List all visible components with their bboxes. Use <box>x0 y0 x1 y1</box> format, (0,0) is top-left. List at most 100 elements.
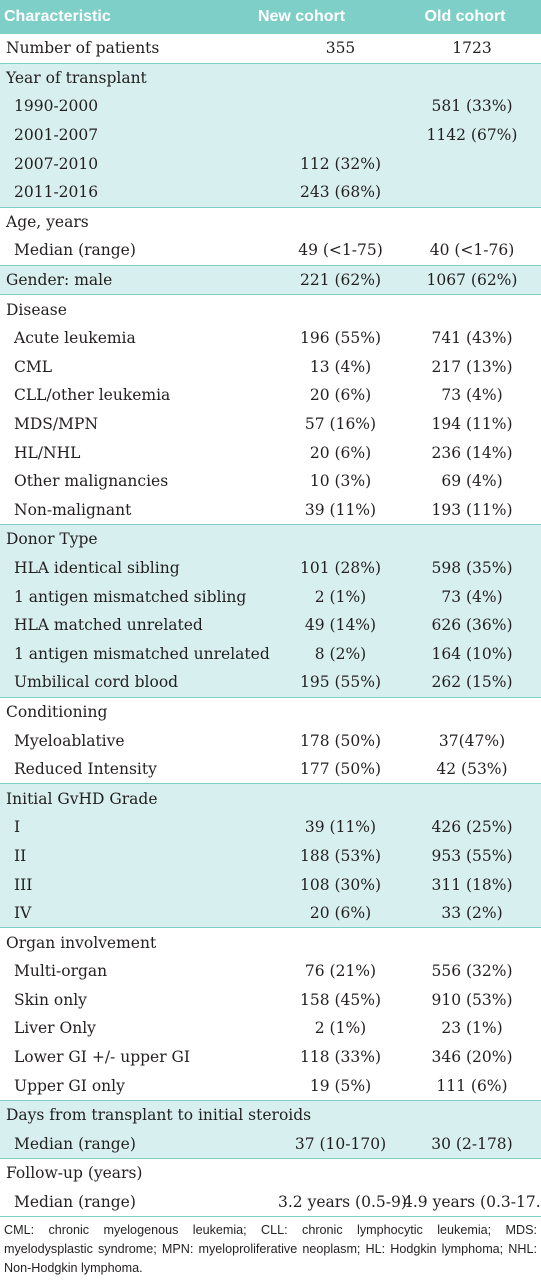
old-cohort-value: 426 (25%) <box>431 818 513 837</box>
table-row: Median (range) 37 (10-170) 30 (2-178) <box>0 1130 541 1159</box>
group-title: Donor Type <box>6 530 98 549</box>
new-cohort-value: 20 (6%) <box>309 443 372 462</box>
row-label: HLA identical sibling <box>14 558 180 577</box>
table-row: Skin only 158 (45%) 910 (53%) <box>0 986 541 1015</box>
row-label: Gender: male <box>6 271 113 290</box>
table-row: HL/NHL 20 (6%) 236 (14%) <box>0 438 541 467</box>
row-label: Median (range) <box>14 1134 136 1153</box>
new-cohort-value: 108 (30%) <box>299 875 382 894</box>
row-label: IV <box>14 904 32 923</box>
group-title-row: Organ involvement <box>0 928 541 957</box>
old-cohort-value: 73 (4%) <box>441 386 503 405</box>
table-row: Gender: male 221 (62%) 1067 (62%) <box>0 266 541 295</box>
old-cohort-value: 1142 (67%) <box>426 126 518 145</box>
group-title-row: Disease <box>0 295 541 324</box>
group-title-row: Initial GvHD Grade <box>0 784 541 813</box>
table-row: Non-malignant 39 (11%) 193 (11%) <box>0 496 541 525</box>
row-label: Median (range) <box>14 1193 136 1212</box>
table-row: I 39 (11%) 426 (25%) <box>0 813 541 842</box>
table-row: IV 20 (6%) 33 (2%) <box>0 899 541 928</box>
row-label: 2011-2016 <box>14 183 99 202</box>
row-label: 1 antigen mismatched sibling <box>14 587 247 606</box>
old-cohort-value: 556 (32%) <box>431 962 513 981</box>
new-cohort-value: 20 (6%) <box>309 386 372 405</box>
row-group: Age, years Median (range) 49 (<1-75) 40 (<1… <box>0 208 541 266</box>
table-row: Acute leukemia 196 (55%) 741 (43%) <box>0 324 541 353</box>
group-title-row: Age, years <box>0 208 541 237</box>
table-row: Median (range) 49 (<1-75) 40 (<1-76) <box>0 236 541 265</box>
group-title: Conditioning <box>6 702 108 721</box>
group-title-row: Conditioning <box>0 698 541 727</box>
table-row: Other malignancies 10 (3%) 69 (4%) <box>0 467 541 496</box>
old-cohort-value: 69 (4%) <box>441 472 503 491</box>
row-label: HL/NHL <box>14 443 81 462</box>
new-cohort-value: 178 (50%) <box>299 731 382 750</box>
row-group: Disease Acute leukemia 196 (55%) 741 (43%) C… <box>0 295 541 526</box>
table-footnote: CML: chronic myelogenous leukemia; CLL: … <box>4 1223 537 1276</box>
new-cohort-value: 118 (33%) <box>299 1048 382 1067</box>
row-label: 1990-2000 <box>14 97 99 116</box>
row-label: Non-malignant <box>14 500 132 519</box>
old-cohort-value: 1067 (62%) <box>426 271 518 290</box>
old-cohort-value: 741 (43%) <box>431 329 513 348</box>
table-row: Median (range) 3.2 years (0.5-9) 4.9 years… <box>0 1188 541 1217</box>
row-label: Median (range) <box>14 241 136 260</box>
row-label: Umbilical cord blood <box>14 673 179 692</box>
table-row: Myeloablative 178 (50%) 37(47%) <box>0 726 541 755</box>
old-cohort-value: 262 (15%) <box>431 673 513 692</box>
group-title: Days from transplant to initial steroids <box>6 1106 312 1125</box>
group-title: Age, years <box>6 212 89 231</box>
group-title-row: Follow-up (years) <box>0 1159 541 1188</box>
row-label: MDS/MPN <box>14 415 99 434</box>
table-header: Characteristic New cohort Old cohort <box>0 0 541 34</box>
new-cohort-value: 57 (16%) <box>304 415 377 434</box>
new-cohort-value: 37 (10-170) <box>294 1134 387 1153</box>
row-label: Multi-organ <box>14 962 108 981</box>
old-cohort-value: 4.9 years (0.3-17.7) <box>403 1193 541 1212</box>
table-row: Reduced Intensity 177 (50%) 42 (53%) <box>0 755 541 784</box>
new-cohort-value: 39 (11%) <box>304 500 377 519</box>
group-title: Year of transplant <box>6 68 147 87</box>
new-cohort-value: 20 (6%) <box>309 904 372 923</box>
old-cohort-value: 953 (55%) <box>431 846 513 865</box>
new-cohort-value: 195 (55%) <box>299 673 382 692</box>
table-row: CLL/other leukemia 20 (6%) 73 (4%) <box>0 381 541 410</box>
old-cohort-value: 236 (14%) <box>431 443 513 462</box>
table-row: II 188 (53%) 953 (55%) <box>0 842 541 871</box>
new-cohort-value: 188 (53%) <box>299 846 382 865</box>
group-title: Follow-up (years) <box>6 1164 143 1183</box>
new-cohort-value: 3.2 years (0.5-9) <box>278 1193 407 1212</box>
old-cohort-value: 1723 <box>452 39 492 58</box>
row-group: Conditioning Myeloablative 178 (50%) 37(47%… <box>0 698 541 785</box>
new-cohort-value: 158 (45%) <box>299 990 382 1009</box>
row-group: Initial GvHD Grade I 39 (11%) 426 (25%) II 18… <box>0 784 541 929</box>
header-characteristic: Characteristic <box>4 8 111 25</box>
row-group: Days from transplant to initial steroids… <box>0 1100 541 1160</box>
new-cohort-value: 13 (4%) <box>309 357 372 376</box>
table-body: Number of patients 355 1723 Year of transpl… <box>0 34 541 1218</box>
row-group: Year of transplant 1990-2000 581 (33%) 2001… <box>0 63 541 208</box>
group-title-row: Year of transplant <box>0 64 541 93</box>
new-cohort-value: 355 <box>325 39 356 58</box>
table-row: 2001-2007 1142 (67%) <box>0 121 541 150</box>
table-row: Liver Only 2 (1%) 23 (1%) <box>0 1014 541 1043</box>
row-group: Gender: male 221 (62%) 1067 (62%) <box>0 265 541 296</box>
row-label: Other malignancies <box>14 472 169 491</box>
table-row: Multi-organ 76 (21%) 556 (32%) <box>0 957 541 986</box>
new-cohort-value: 177 (50%) <box>299 760 382 779</box>
row-group: Donor Type HLA identical sibling 101 (28%)… <box>0 525 541 698</box>
row-label: II <box>14 846 27 865</box>
table-row: MDS/MPN 57 (16%) 194 (11%) <box>0 410 541 439</box>
old-cohort-value: 73 (4%) <box>441 587 503 606</box>
table-row: 1 antigen mismatched sibling 2 (1%) 73 (4%… <box>0 582 541 611</box>
group-title: Organ involvement <box>6 933 157 952</box>
row-label: Acute leukemia <box>14 329 136 348</box>
row-label: Number of patients <box>6 39 160 58</box>
old-cohort-value: 40 (<1-76) <box>429 241 515 260</box>
group-title: Initial GvHD Grade <box>6 789 158 808</box>
table-row: HLA identical sibling 101 (28%) 598 (35%) <box>0 554 541 583</box>
group-title-row: Days from transplant to initial steroids <box>0 1101 541 1130</box>
old-cohort-value: 111 (6%) <box>436 1076 508 1095</box>
old-cohort-value: 23 (1%) <box>441 1019 503 1038</box>
new-cohort-value: 196 (55%) <box>299 329 382 348</box>
